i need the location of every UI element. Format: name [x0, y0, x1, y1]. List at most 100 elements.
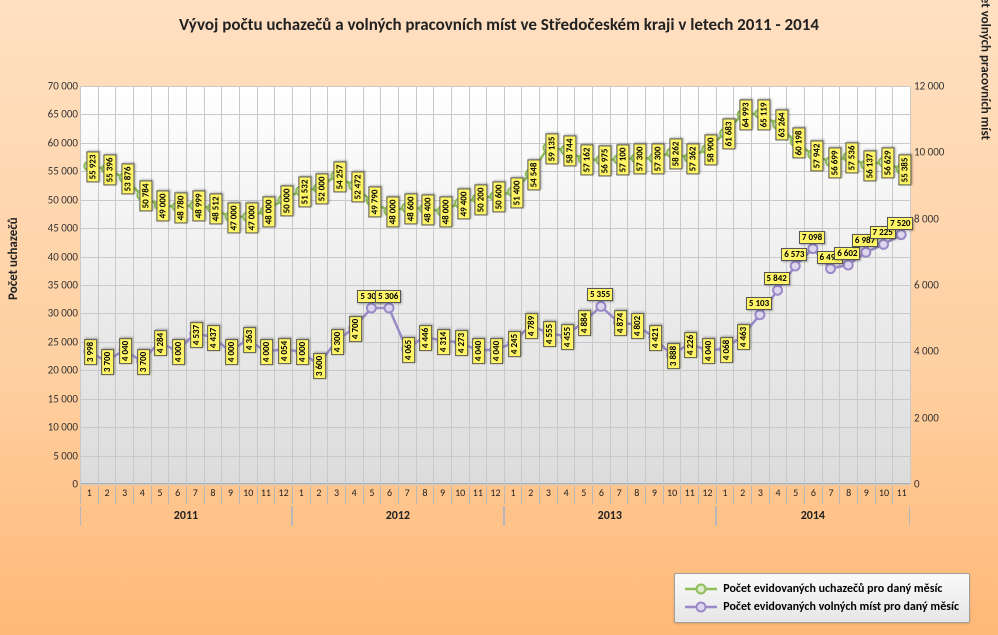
x-month-tick: 6 [380, 486, 398, 504]
y-right-tick: 4 000 [914, 346, 958, 357]
vacancies-data-label: 4 054 [278, 337, 291, 363]
x-month-tick: 10 [875, 486, 893, 504]
x-month-tick: 5 [574, 486, 592, 504]
x-month-tick: 1 [292, 486, 310, 504]
y-right-tick: 12 000 [914, 81, 958, 92]
applicants-data-label: 57 942 [810, 140, 823, 171]
vacancies-data-label: 4 463 [737, 324, 750, 350]
applicants-data-label: 58 900 [704, 135, 717, 166]
applicants-data-label: 57 162 [581, 145, 594, 176]
applicants-data-label: 59 135 [545, 133, 558, 164]
applicants-data-label: 54 548 [528, 159, 541, 190]
x-month-tick: 3 [539, 486, 557, 504]
vacancies-data-label: 3 998 [84, 339, 97, 365]
legend: Počet evidovaných uchazečů pro daný měsí… [674, 573, 970, 623]
vacancies-data-label: 3 700 [137, 349, 150, 375]
applicants-data-label: 58 744 [563, 136, 576, 167]
x-month-tick: 4 [133, 486, 151, 504]
applicants-data-label: 47 000 [228, 202, 241, 233]
x-month-tick: 4 [557, 486, 575, 504]
y-left-tick: 10 000 [34, 422, 78, 433]
vacancies-data-label: 4 068 [720, 337, 733, 363]
applicants-data-label: 48 780 [175, 192, 188, 223]
applicants-data-label: 48 512 [210, 194, 223, 225]
vacancies-data-label: 4 437 [208, 325, 221, 351]
applicants-data-label: 50 000 [281, 185, 294, 216]
y-left-tick: 30 000 [34, 308, 78, 319]
vacancies-data-label: 4 874 [614, 310, 627, 336]
vacancies-data-label: 3 700 [102, 349, 115, 375]
vacancies-marker [791, 261, 800, 270]
applicants-data-label: 53 876 [122, 163, 135, 194]
vacancies-data-label: 5 306 [375, 290, 401, 303]
applicants-data-label: 58 262 [669, 138, 682, 169]
applicants-data-label: 57 536 [846, 142, 859, 173]
y-left-tick: 15 000 [34, 393, 78, 404]
applicants-data-label: 49 790 [369, 186, 382, 217]
vacancies-data-label: 4 284 [155, 330, 168, 356]
vacancies-marker [844, 261, 853, 270]
vacancies-data-label: 4 000 [261, 339, 274, 365]
vacancies-data-label: 4 802 [631, 313, 644, 339]
vacancies-data-label: 4 421 [649, 325, 662, 351]
vacancies-data-label: 4 884 [578, 310, 591, 336]
applicants-data-label: 55 923 [86, 152, 99, 183]
vacancies-marker [755, 310, 764, 319]
x-month-tick: 2 [310, 486, 328, 504]
vacancies-marker [879, 240, 888, 249]
x-month-tick: 5 [151, 486, 169, 504]
x-month-tick: 12 [698, 486, 716, 504]
x-month-tick: 10 [663, 486, 681, 504]
x-month-tick: 12 [486, 486, 504, 504]
applicants-data-label: 50 200 [475, 184, 488, 215]
vacancies-data-label: 4 555 [543, 321, 556, 347]
applicants-data-label: 64 993 [740, 100, 753, 131]
applicants-data-label: 48 000 [386, 197, 399, 228]
x-year-label: 2012 [292, 506, 504, 526]
x-month-tick: 6 [592, 486, 610, 504]
applicants-data-label: 55 385 [899, 155, 912, 186]
vacancies-data-label: 4 040 [472, 338, 485, 364]
vacancies-data-label: 5 842 [764, 272, 790, 285]
legend-item-applicants: Počet evidovaných uchazečů pro daný měsí… [685, 580, 959, 598]
applicants-data-label: 57 300 [634, 144, 647, 175]
applicants-data-label: 56 699 [828, 147, 841, 178]
x-month-tick: 12 [274, 486, 292, 504]
x-month-tick: 7 [186, 486, 204, 504]
y-right-tick: 6 000 [914, 280, 958, 291]
x-month-tick: 4 [345, 486, 363, 504]
y-left-tick: 0 [34, 479, 78, 490]
x-month-tick: 6 [168, 486, 186, 504]
applicants-data-label: 48 000 [439, 197, 452, 228]
y-left-tick: 35 000 [34, 280, 78, 291]
applicants-data-label: 49 400 [457, 189, 470, 220]
vacancies-data-label: 4 789 [525, 313, 538, 339]
chart-title: Vývoj počtu uchazečů a volných pracovníc… [0, 0, 998, 35]
vacancies-data-label: 5 355 [587, 288, 613, 301]
vacancies-data-label: 4 245 [508, 331, 521, 357]
y-left-tick: 5 000 [34, 450, 78, 461]
x-month-tick: 5 [786, 486, 804, 504]
x-month-tick: 1 [80, 486, 98, 504]
x-month-tick: 10 [451, 486, 469, 504]
vacancies-marker [826, 264, 835, 273]
y-left-tick: 65 000 [34, 109, 78, 120]
x-month-tick: 1 [716, 486, 734, 504]
applicants-data-label: 52 000 [316, 174, 329, 205]
x-month-tick: 3 [751, 486, 769, 504]
y-axis-left-label: Počet uchazečů [6, 217, 21, 300]
y-left-tick: 45 000 [34, 223, 78, 234]
vacancies-data-label: 4 537 [190, 321, 203, 347]
x-month-tick: 6 [804, 486, 822, 504]
y-axis-right-label: Počet volných pracovních míst [977, 0, 992, 140]
applicants-data-label: 60 198 [793, 127, 806, 158]
y-left-tick: 50 000 [34, 194, 78, 205]
applicants-data-label: 54 257 [333, 161, 346, 192]
vacancies-data-label: 6 602 [834, 247, 860, 260]
y-left-tick: 70 000 [34, 81, 78, 92]
y-right-tick: 2 000 [914, 412, 958, 423]
applicants-data-label: 48 400 [422, 194, 435, 225]
y-axis-right: 02 0004 0006 0008 00010 00012 000 [914, 86, 958, 484]
y-left-tick: 20 000 [34, 365, 78, 376]
y-axis-left: 05 00010 00015 00020 00025 00030 00035 0… [34, 86, 78, 484]
